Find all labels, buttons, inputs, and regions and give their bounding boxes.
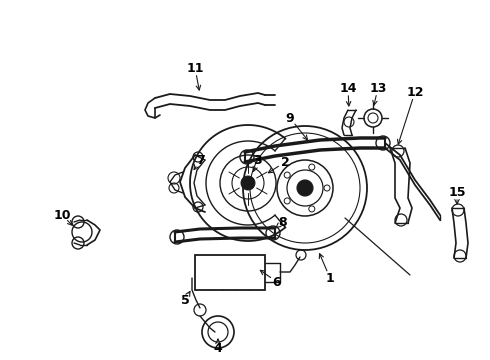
Text: 14: 14 <box>339 81 357 95</box>
Text: 6: 6 <box>273 275 281 288</box>
Text: 12: 12 <box>406 86 424 99</box>
Text: 3: 3 <box>254 153 262 166</box>
Text: 10: 10 <box>53 208 71 221</box>
Text: 2: 2 <box>281 156 290 168</box>
Text: 13: 13 <box>369 81 387 95</box>
Bar <box>195 255 265 290</box>
Text: 4: 4 <box>214 342 222 355</box>
Text: 15: 15 <box>448 185 466 198</box>
Circle shape <box>297 180 313 196</box>
Text: 5: 5 <box>181 293 189 306</box>
Text: 1: 1 <box>326 271 334 284</box>
Text: 11: 11 <box>186 62 204 75</box>
Text: 7: 7 <box>196 153 204 166</box>
Text: 8: 8 <box>279 216 287 229</box>
Circle shape <box>241 176 255 190</box>
Text: 9: 9 <box>286 112 294 125</box>
